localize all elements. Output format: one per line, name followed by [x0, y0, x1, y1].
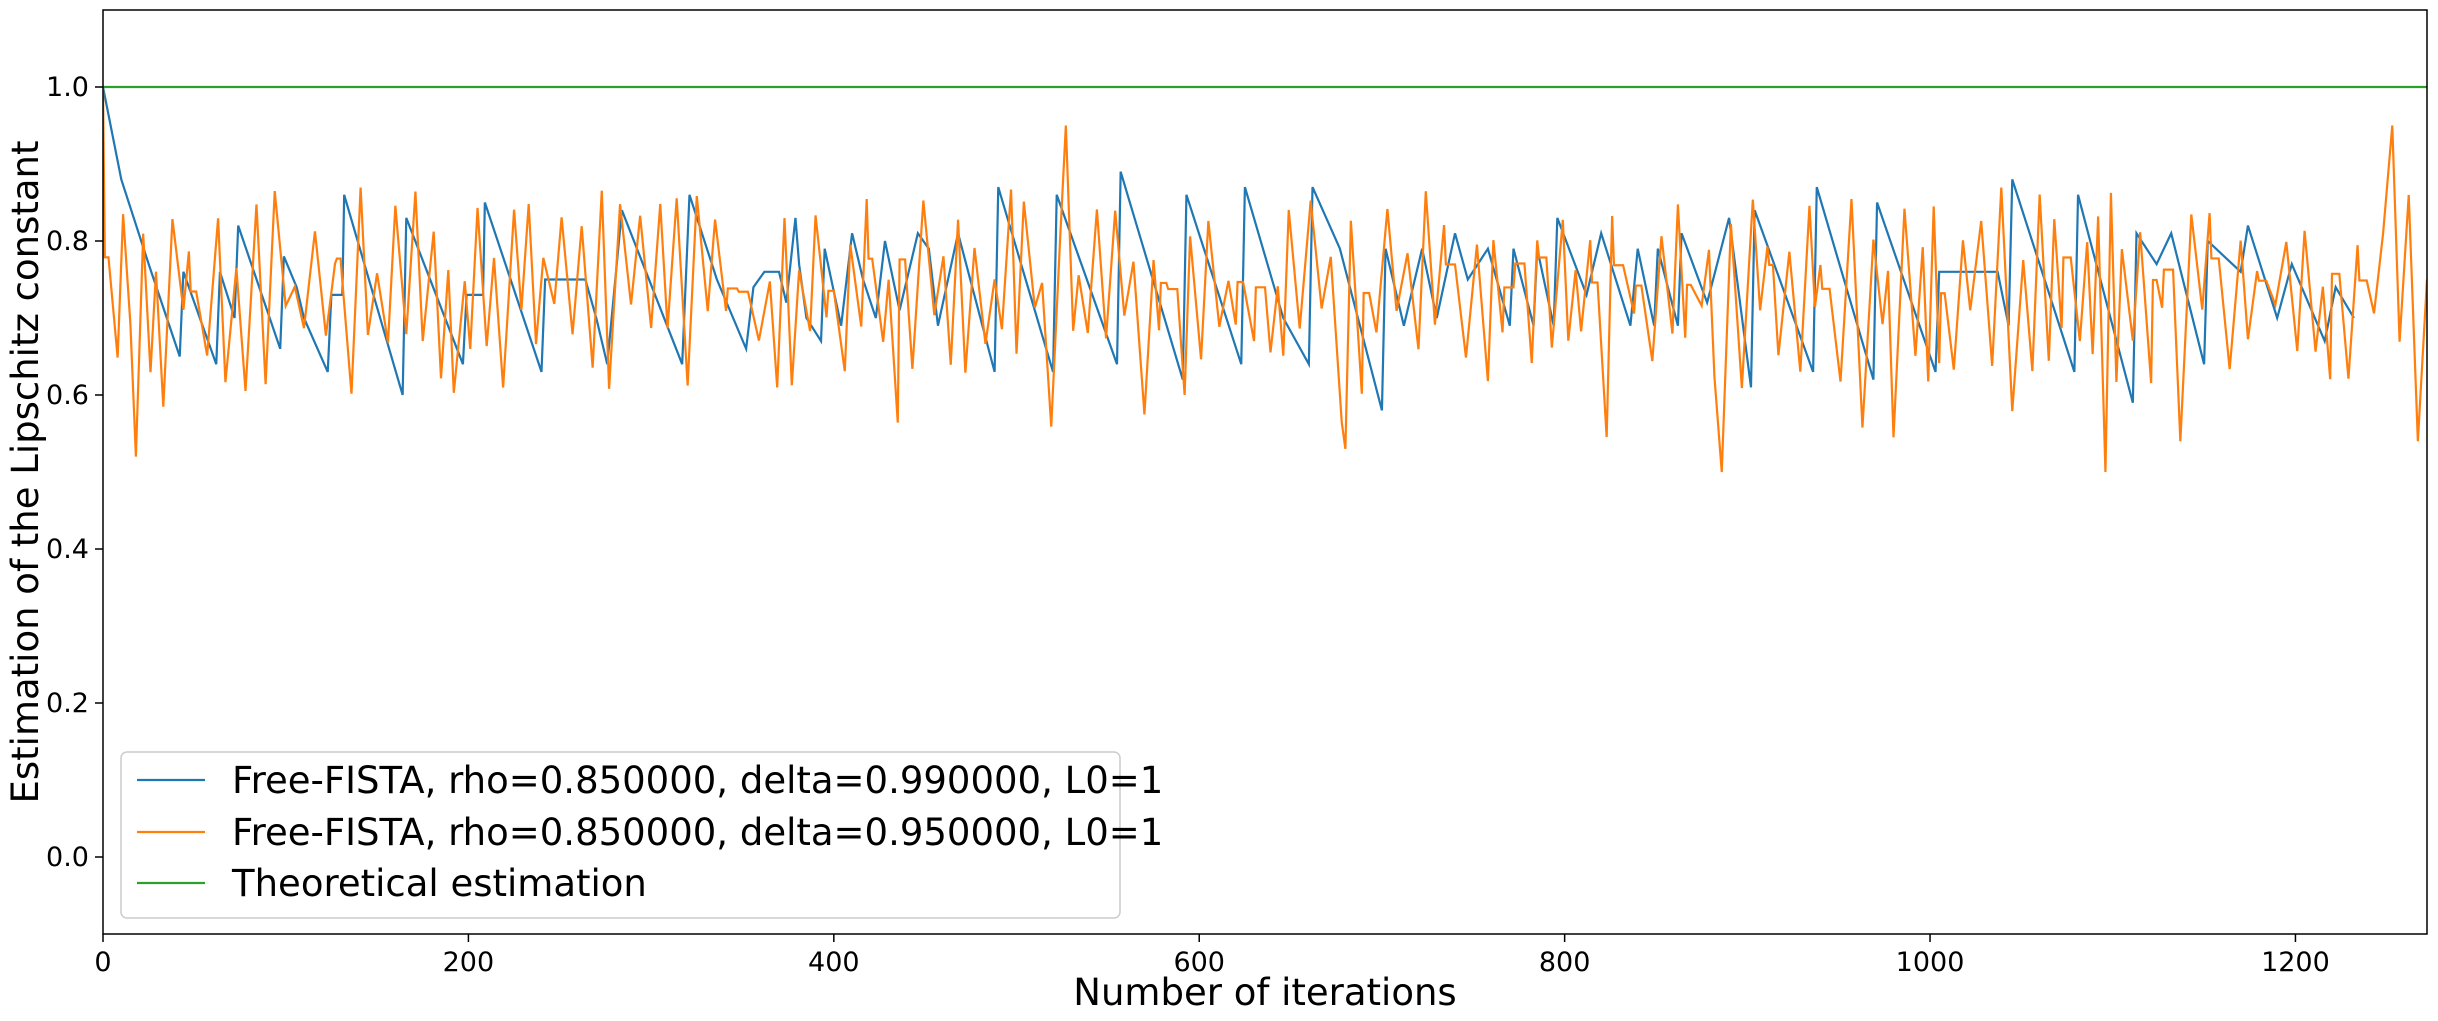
- x-tick-label: 600: [1173, 947, 1225, 978]
- y-tick-label: 0.8: [46, 226, 89, 257]
- y-axis-ticks: 0.0 0.2 0.4 0.6 0.8 1.0: [46, 72, 103, 873]
- x-tick-label: 0: [94, 947, 111, 978]
- x-tick-label: 800: [1539, 947, 1591, 978]
- y-tick-label: 0.6: [46, 380, 89, 411]
- y-tick-label: 0.2: [46, 688, 89, 719]
- y-tick-label: 0.0: [46, 842, 89, 873]
- legend-box: [120, 751, 1121, 919]
- x-tick-label: 200: [443, 947, 495, 978]
- y-tick-label: 0.4: [46, 534, 89, 565]
- legend-label-blue: Free-FISTA, rho=0.850000, delta=0.990000…: [232, 759, 1163, 802]
- y-tick-label: 1.0: [46, 72, 89, 103]
- plot-frame: [102, 9, 2428, 935]
- series-layer: [103, 85, 2427, 473]
- legend-label-orange: Free-FISTA, rho=0.850000, delta=0.950000…: [232, 811, 1163, 854]
- legend-label-green: Theoretical estimation: [231, 862, 647, 905]
- x-tick-label: 400: [808, 947, 860, 978]
- x-tick-label: 1200: [2261, 947, 2330, 978]
- x-axis-label: Number of iterations: [1073, 971, 1456, 1014]
- x-tick-label: 1000: [1896, 947, 1965, 978]
- legend: Free-FISTA, rho=0.850000, delta=0.990000…: [120, 751, 1163, 919]
- x-axis-ticks: 0 200 400 600 800 1000 1200: [94, 934, 2330, 978]
- series-line-orange: [103, 86, 2427, 473]
- y-axis-label: Estimation of the Lipschitz constant: [4, 141, 47, 804]
